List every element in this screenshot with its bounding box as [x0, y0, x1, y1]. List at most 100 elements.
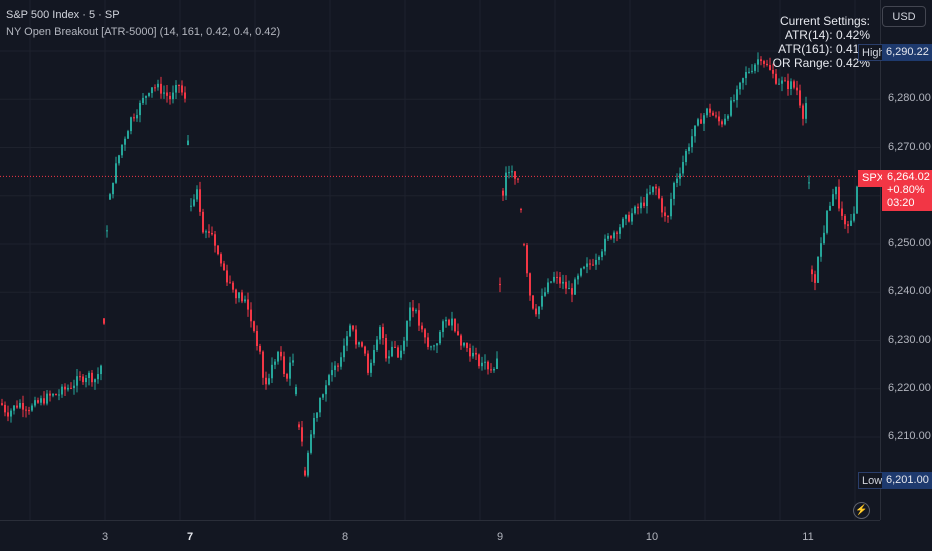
candle-body	[118, 155, 120, 164]
candle-body	[703, 115, 705, 124]
candle-body	[196, 189, 198, 200]
candle-body	[823, 232, 825, 244]
candle-body	[211, 232, 213, 235]
candle-body	[187, 140, 189, 146]
candle-body	[769, 65, 771, 70]
candle-body	[385, 338, 387, 359]
candle-body	[202, 211, 204, 233]
candle-body	[451, 318, 453, 326]
candle-body	[790, 81, 792, 89]
candle-body	[382, 327, 384, 339]
candle-body	[265, 377, 267, 385]
candle-body	[610, 235, 612, 239]
candle-body	[349, 325, 351, 337]
candle-body	[331, 370, 333, 376]
candle-body	[64, 386, 66, 390]
candle-body	[517, 178, 519, 180]
candle-body	[784, 80, 786, 82]
candle-body	[811, 269, 813, 275]
candle-body	[661, 198, 663, 213]
candle-body	[544, 292, 546, 296]
candle-body	[193, 199, 195, 206]
indicator-legend[interactable]: NY Open Breakout [ATR-5000] (14, 161, 0.…	[6, 26, 281, 38]
currency-button[interactable]: USD	[882, 6, 926, 27]
candle-body	[724, 118, 726, 125]
candle-body	[46, 393, 48, 404]
candle-body	[301, 427, 303, 442]
candle-body	[793, 81, 795, 88]
candle-body	[427, 337, 429, 347]
candle-body	[565, 281, 567, 289]
candle-body	[781, 80, 783, 84]
candle-body	[787, 80, 789, 89]
candle-body	[310, 434, 312, 453]
candle-body	[169, 95, 171, 100]
candle-body	[421, 325, 423, 330]
candle-body	[367, 353, 369, 373]
x-tick-label: 7	[186, 531, 194, 543]
candle-body	[250, 309, 252, 322]
candle-body	[736, 89, 738, 101]
candle-body	[853, 213, 855, 221]
candle-body	[586, 263, 588, 267]
candle-body	[343, 345, 345, 358]
candle-body	[160, 83, 162, 94]
candle-body	[730, 100, 732, 116]
candle-body	[520, 209, 522, 211]
candle-body	[292, 360, 294, 363]
candle-body	[103, 318, 105, 324]
candle-body	[577, 275, 579, 280]
candle-body	[37, 400, 39, 403]
candle-body	[61, 386, 63, 395]
candle-body	[43, 398, 45, 404]
candle-body	[484, 361, 486, 363]
candle-body	[571, 288, 573, 295]
candle-body	[445, 319, 447, 322]
candle-body	[277, 351, 279, 362]
candle-body	[655, 186, 657, 189]
candle-body	[346, 336, 348, 346]
x-tick-label: 10	[645, 531, 659, 543]
candle-body	[352, 325, 354, 330]
candle-body	[94, 379, 96, 383]
candle-body	[844, 215, 846, 225]
candle-body	[16, 405, 18, 408]
candle-body	[580, 268, 582, 276]
y-tick-label: 6,220.00	[888, 381, 931, 394]
symbol-title[interactable]: S&P 500 Index · 5 · SP	[6, 9, 120, 21]
candle-body	[685, 151, 687, 163]
y-tick-label: 6,280.00	[888, 92, 931, 105]
candle-body	[688, 147, 690, 152]
candle-body	[454, 318, 456, 332]
candle-body	[649, 192, 651, 194]
candle-body	[325, 385, 327, 395]
candle-body	[739, 82, 741, 90]
lightning-icon[interactable]: ⚡	[853, 502, 870, 519]
candle-body	[361, 342, 363, 347]
time-axis[interactable]	[0, 520, 880, 551]
candle-body	[457, 331, 459, 336]
candle-body	[262, 351, 264, 378]
y-tick-label: 6,210.00	[888, 430, 931, 442]
candlestick-chart[interactable]	[0, 0, 880, 520]
candle-body	[622, 218, 624, 228]
candle-body	[370, 362, 372, 373]
candle-body	[175, 85, 177, 93]
candle-body	[307, 452, 309, 476]
candle-body	[817, 256, 819, 283]
candle-body	[280, 351, 282, 357]
candle-body	[214, 234, 216, 246]
candle-body	[55, 394, 57, 396]
candle-body	[667, 216, 669, 218]
candle-body	[223, 263, 225, 271]
price-axis[interactable]	[880, 0, 932, 520]
candle-body	[256, 330, 258, 346]
candle-body	[244, 299, 246, 302]
candle-body	[154, 87, 156, 89]
candle-body	[247, 299, 249, 310]
candle-body	[664, 212, 666, 217]
candle-body	[82, 376, 84, 383]
candle-body	[58, 394, 60, 396]
candle-body	[472, 352, 474, 357]
candle-body	[604, 238, 606, 252]
